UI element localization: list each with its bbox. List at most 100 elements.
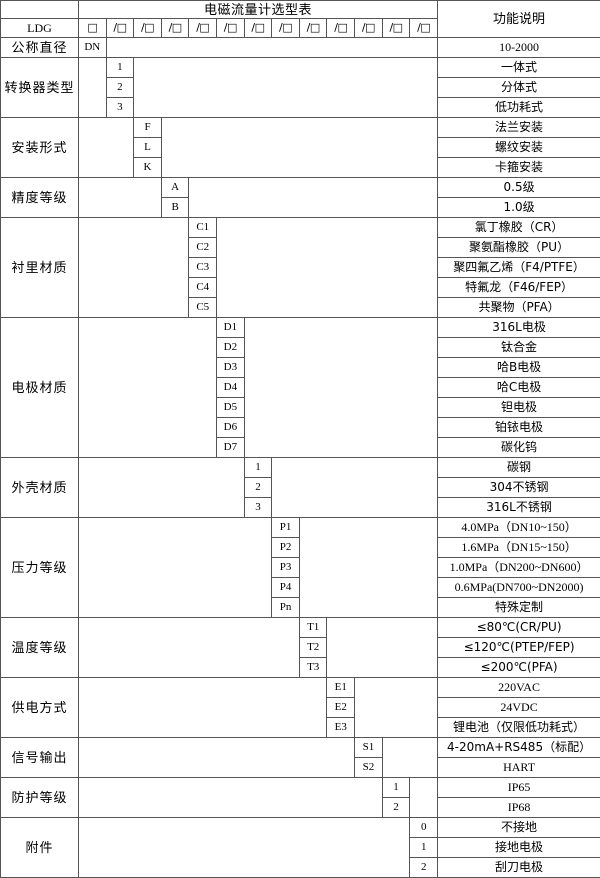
spacer-left-7	[79, 458, 245, 518]
model-slot-10[interactable]: /□	[355, 19, 383, 38]
spacer-left-2	[79, 58, 107, 118]
row-label-3: 安装形式	[1, 118, 79, 178]
code-cell-2-2[interactable]: 2	[106, 78, 134, 98]
code-cell-5-5[interactable]: C5	[189, 298, 217, 318]
code-cell-9-2[interactable]: T2	[299, 638, 327, 658]
code-cell-5-4[interactable]: C4	[189, 278, 217, 298]
code-cell-13-1[interactable]: 0	[410, 818, 438, 838]
description-cell-10-1: 220VAC	[438, 678, 600, 698]
model-slot-8[interactable]: /□	[299, 19, 327, 38]
description-cell-11-1: 4-20mA+RS485（标配）	[438, 738, 600, 758]
model-slot-6[interactable]: /□	[244, 19, 272, 38]
description-cell-6-5: 钽电极	[438, 398, 600, 418]
spacer-left-9	[79, 618, 300, 678]
description-cell-4-1: 0.5级	[438, 178, 600, 198]
spacer-left-13	[79, 818, 410, 878]
code-cell-6-1[interactable]: D1	[217, 318, 245, 338]
description-cell-3-2: 螺纹安装	[438, 138, 600, 158]
code-cell-3-3[interactable]: K	[134, 158, 162, 178]
description-cell-5-1: 氯丁橡胶（CR）	[438, 218, 600, 238]
model-slot-12[interactable]: /□	[410, 19, 438, 38]
code-cell-8-2[interactable]: P2	[272, 538, 300, 558]
code-cell-5-2[interactable]: C2	[189, 238, 217, 258]
code-cell-2-3[interactable]: 3	[106, 98, 134, 118]
row-label-5: 衬里材质	[1, 218, 79, 318]
description-cell-2-3: 低功耗式	[438, 98, 600, 118]
code-cell-13-3[interactable]: 2	[410, 858, 438, 878]
code-cell-12-2[interactable]: 2	[382, 798, 410, 818]
code-cell-8-3[interactable]: P3	[272, 558, 300, 578]
code-cell-6-5[interactable]: D5	[217, 398, 245, 418]
description-cell-3-3: 卡箍安装	[438, 158, 600, 178]
code-cell-2-1[interactable]: 1	[106, 58, 134, 78]
row-label-13: 附件	[1, 818, 79, 878]
code-cell-6-7[interactable]: D7	[217, 438, 245, 458]
description-cell-8-3: 1.0MPa（DN200~DN600）	[438, 558, 600, 578]
code-cell-11-2[interactable]: S2	[355, 758, 383, 778]
description-cell-12-2: IP68	[438, 798, 600, 818]
spacer-right-7	[272, 458, 438, 518]
model-slot-0[interactable]: □	[79, 19, 107, 38]
model-slot-7[interactable]: /□	[272, 19, 300, 38]
code-cell-3-2[interactable]: L	[134, 138, 162, 158]
description-cell-5-2: 聚氨酯橡胶（PU）	[438, 238, 600, 258]
description-cell-4-2: 1.0级	[438, 198, 600, 218]
description-cell-13-2: 接地电极	[438, 838, 600, 858]
spacer-right-9	[327, 618, 438, 678]
code-cell-8-5[interactable]: Pn	[272, 598, 300, 618]
model-slot-2[interactable]: /□	[134, 19, 162, 38]
code-cell-4-1[interactable]: A	[161, 178, 189, 198]
spacer-right-4	[189, 178, 438, 218]
code-cell-7-2[interactable]: 2	[244, 478, 272, 498]
code-cell-3-1[interactable]: F	[134, 118, 162, 138]
model-slot-5[interactable]: /□	[217, 19, 245, 38]
code-cell-6-3[interactable]: D3	[217, 358, 245, 378]
description-cell-5-4: 特氟龙（F46/FEP）	[438, 278, 600, 298]
code-cell-7-3[interactable]: 3	[244, 498, 272, 518]
description-header: 功能说明	[438, 1, 600, 38]
description-cell-9-3: ≤200℃(PFA)	[438, 658, 600, 678]
description-cell-9-1: ≤80℃(CR/PU)	[438, 618, 600, 638]
spacer-right-1	[106, 38, 437, 58]
model-slot-3[interactable]: /□	[161, 19, 189, 38]
code-cell-10-1[interactable]: E1	[327, 678, 355, 698]
code-cell-6-4[interactable]: D4	[217, 378, 245, 398]
code-cell-10-2[interactable]: E2	[327, 698, 355, 718]
model-slot-1[interactable]: /□	[106, 19, 134, 38]
row-label-1: 公称直径	[1, 38, 79, 58]
spacer-left-8	[79, 518, 272, 618]
code-cell-7-1[interactable]: 1	[244, 458, 272, 478]
model-slot-11[interactable]: /□	[382, 19, 410, 38]
description-cell-5-3: 聚四氟乙烯（F4/PTFE）	[438, 258, 600, 278]
description-cell-7-1: 碳钢	[438, 458, 600, 478]
model-slot-4[interactable]: /□	[189, 19, 217, 38]
code-cell-5-1[interactable]: C1	[189, 218, 217, 238]
code-cell-11-1[interactable]: S1	[355, 738, 383, 758]
code-cell-8-1[interactable]: P1	[272, 518, 300, 538]
code-cell-8-4[interactable]: P4	[272, 578, 300, 598]
code-cell-6-2[interactable]: D2	[217, 338, 245, 358]
model-slot-9[interactable]: /□	[327, 19, 355, 38]
spacer-right-12	[410, 778, 438, 818]
code-cell-10-3[interactable]: E3	[327, 718, 355, 738]
code-cell-9-3[interactable]: T3	[299, 658, 327, 678]
code-cell-12-1[interactable]: 1	[382, 778, 410, 798]
code-cell-1-1[interactable]: DN	[79, 38, 107, 58]
code-cell-4-2[interactable]: B	[161, 198, 189, 218]
code-cell-13-2[interactable]: 1	[410, 838, 438, 858]
code-cell-6-6[interactable]: D6	[217, 418, 245, 438]
description-cell-6-2: 钛合金	[438, 338, 600, 358]
spacer-left-12	[79, 778, 383, 818]
row-label-2: 转换器类型	[1, 58, 79, 118]
code-cell-5-3[interactable]: C3	[189, 258, 217, 278]
spacer-left-4	[79, 178, 162, 218]
code-cell-9-1[interactable]: T1	[299, 618, 327, 638]
spacer-right-11	[382, 738, 437, 778]
